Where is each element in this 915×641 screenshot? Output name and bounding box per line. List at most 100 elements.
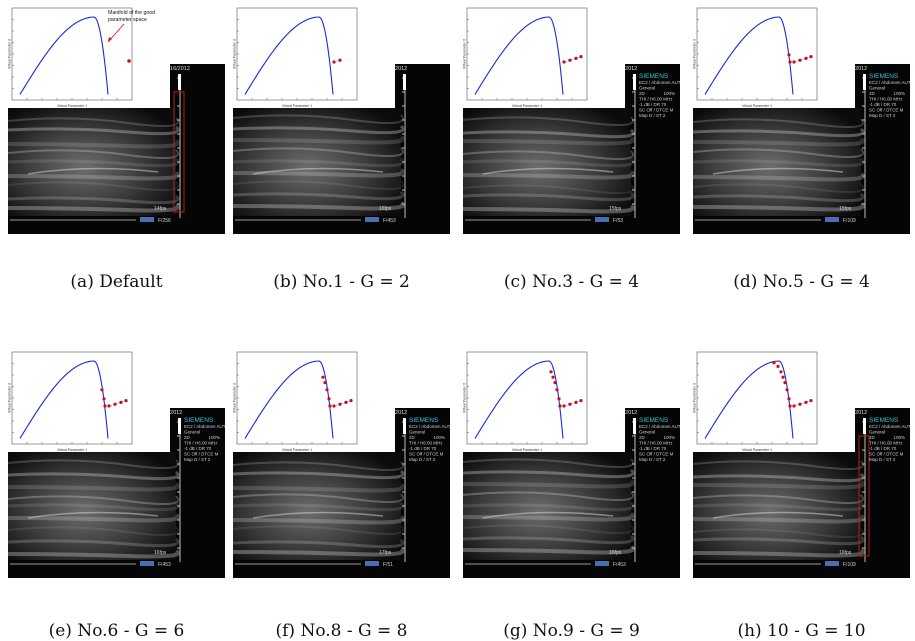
manifold-curve	[474, 360, 564, 439]
settings-line1: EC2 / Abdomen AUTO	[869, 80, 910, 85]
plot-xlabel: Virtual Parameter 1	[57, 448, 87, 452]
fps-label: 15fps	[609, 206, 622, 212]
parameter-plot: Virtual Parameter 1 Virtual Parameter 2	[693, 4, 855, 108]
panel-caption: (a) Default	[70, 272, 163, 292]
plot-xlabel: Virtual Parameter 1	[57, 104, 87, 108]
depth-scale	[862, 74, 866, 218]
ultrasound-image	[693, 452, 865, 560]
parameter-plot: Virtual Parameter 1 Virtual Parameter 2	[233, 348, 395, 452]
settings-line4: THI / H6.00 MHz	[639, 441, 673, 446]
depth-scale	[402, 74, 406, 218]
settings-line6: SC Off / DTCE M	[869, 452, 904, 457]
sample-points	[549, 370, 583, 408]
settings-line4: THI / H6.00 MHz	[409, 441, 443, 446]
sample-point	[321, 375, 325, 379]
fps-label: 17fps	[379, 550, 392, 556]
plot-ylabel: Virtual Parameter 2	[463, 39, 467, 69]
fps-label: 15fps	[839, 206, 852, 212]
settings-line6: SC Off / DTCE M	[409, 452, 444, 457]
frame-indicator	[825, 217, 839, 222]
settings-line2: General	[869, 86, 885, 91]
frame-label: F/109	[843, 218, 856, 224]
settings-line1: EC2 / Abdomen AUTO	[869, 424, 910, 429]
settings-line5: -1 dB / DR 70	[639, 446, 667, 451]
frame-indicator	[595, 561, 609, 566]
settings-percent: 100%	[893, 435, 905, 440]
frame-indicator	[365, 561, 379, 566]
sample-point	[102, 397, 106, 401]
panel-caption: (f) No.8 - G = 8	[275, 621, 408, 641]
default-point	[127, 59, 131, 63]
panel-caption: (e) No.6 - G = 6	[48, 621, 185, 641]
settings-line3: 2D	[184, 435, 191, 440]
settings-line7: Map D / ST 2	[184, 457, 211, 462]
panel-caption: (h) 10 - G = 10	[737, 621, 866, 641]
settings-percent: 100%	[893, 91, 905, 96]
fps-label: 16fps	[154, 550, 167, 556]
sample-point	[781, 375, 785, 379]
sample-point	[555, 388, 559, 392]
depth-scale	[402, 418, 406, 562]
settings-percent: 100%	[433, 435, 445, 440]
plot-xlabel: Virtual Parameter 1	[742, 104, 772, 108]
sample-point	[323, 381, 327, 385]
frame-label: F/453	[613, 562, 626, 568]
settings-line3: 2D	[869, 91, 876, 96]
fps-label: 16fps	[609, 550, 622, 556]
annotation-line2: parameter space	[108, 17, 147, 23]
plot-ylabel: Virtual Parameter 2	[693, 39, 697, 69]
plot-xlabel: Virtual Parameter 1	[282, 104, 312, 108]
sample-point	[549, 370, 553, 374]
sample-point	[349, 399, 353, 403]
manifold-curve	[19, 360, 109, 439]
sample-point	[776, 364, 780, 368]
settings-line2: General	[639, 430, 655, 435]
ultrasound-image	[463, 452, 635, 560]
settings-line7: Map D / ST 2	[869, 457, 896, 462]
brand-label: SIEMENS	[409, 417, 439, 424]
depth-scale	[858, 418, 870, 562]
sample-points	[562, 55, 583, 64]
settings-line3: 2D	[409, 435, 416, 440]
sample-point	[557, 397, 561, 401]
settings-line5: -1 dB / DR 70	[409, 446, 437, 451]
settings-line3: 2D	[869, 435, 876, 440]
ultrasound-image	[233, 452, 405, 560]
depth-scale	[177, 418, 181, 562]
brand-label: SIEMENS	[184, 417, 214, 424]
frame-indicator	[825, 561, 839, 566]
sample-point	[553, 381, 557, 385]
panel-caption: (b) No.1 - G = 2	[273, 272, 410, 292]
depth-scale	[632, 74, 636, 218]
brand-label: SIEMENS	[639, 73, 669, 80]
settings-line6: SC Off / DTCE M	[639, 452, 674, 457]
settings-percent: 100%	[208, 435, 220, 440]
depth-scale	[173, 74, 185, 218]
parameter-plot: Virtual Parameter 1 Virtual Parameter 2	[693, 348, 855, 452]
parameter-plot: Virtual Parameter 1 Virtual Parameter 2	[463, 4, 625, 108]
frame-label: F/453	[383, 218, 396, 224]
fps-label: 16fps	[379, 206, 392, 212]
settings-line4: THI / H6.00 MHz	[639, 97, 673, 102]
settings-line6: SC Off / DTCE M	[869, 108, 904, 113]
frame-label: F/53	[613, 218, 623, 224]
sample-point	[100, 388, 104, 392]
sample-point	[328, 404, 332, 408]
settings-line2: General	[409, 430, 425, 435]
frame-label: F/256	[158, 218, 171, 224]
settings-line5: -1 dB / DR 70	[639, 102, 667, 107]
ultrasound-image	[693, 108, 865, 216]
settings-percent: 100%	[663, 91, 675, 96]
ultrasound-image	[233, 108, 405, 216]
settings-line7: Map D / ST 2	[409, 457, 436, 462]
sample-point	[779, 370, 783, 374]
manifold-curve	[244, 360, 334, 439]
brand-label: SIEMENS	[869, 417, 899, 424]
depth-scale	[632, 418, 636, 562]
sample-point	[124, 399, 128, 403]
